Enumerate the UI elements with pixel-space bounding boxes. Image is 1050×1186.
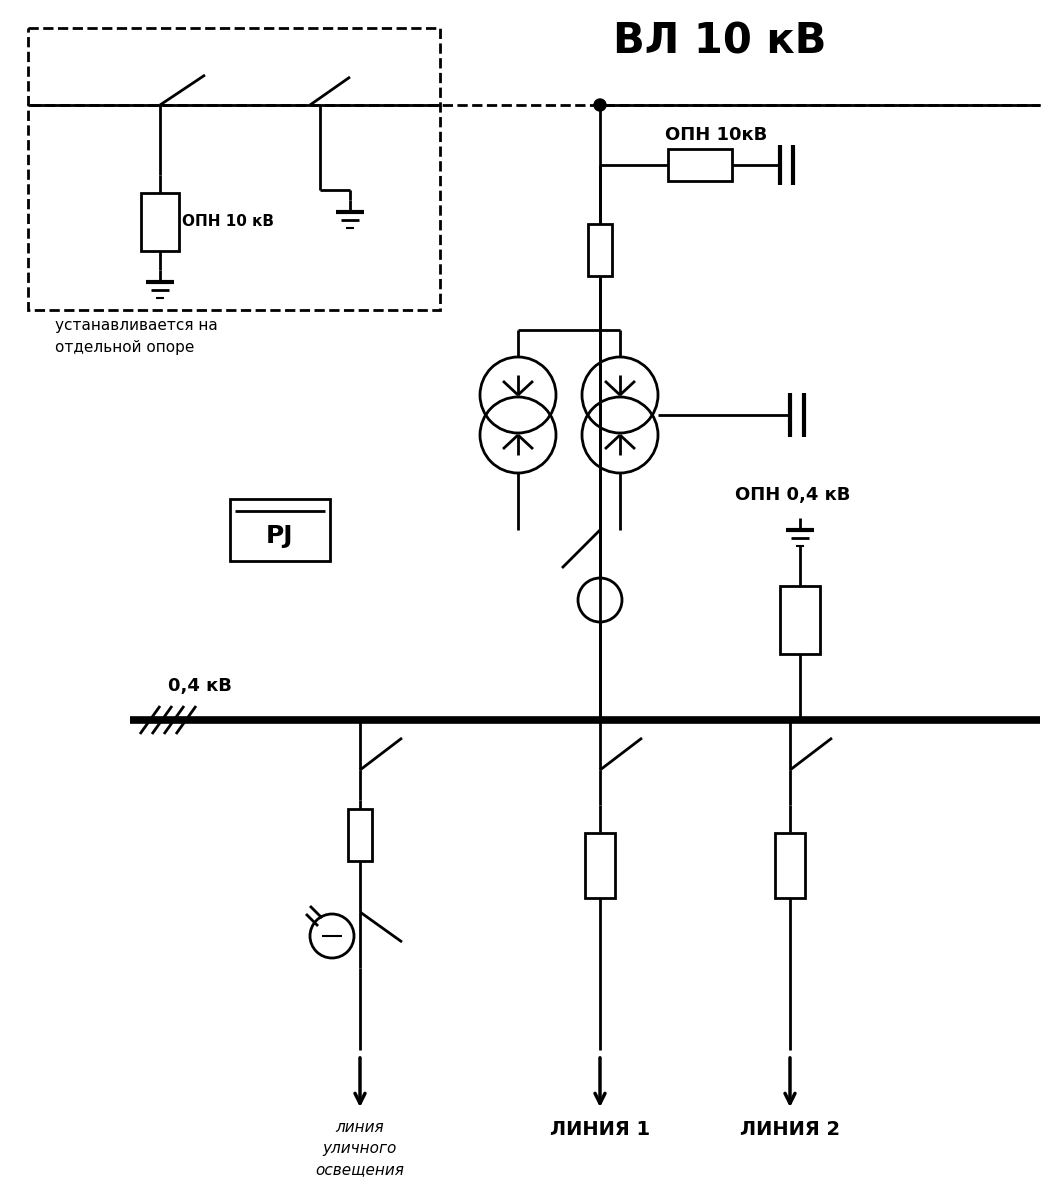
Text: ВЛ 10 кВ: ВЛ 10 кВ: [613, 21, 826, 63]
Bar: [230, 499, 330, 561]
Bar: [348, 809, 372, 861]
Text: устанавливается на
отдельной опоре: устанавливается на отдельной опоре: [55, 318, 217, 355]
Text: ОПН 0,4 кВ: ОПН 0,4 кВ: [735, 486, 851, 504]
Bar: [28, 28, 440, 310]
Text: линия
уличного
освещения: линия уличного освещения: [316, 1120, 404, 1177]
Bar: [141, 193, 179, 251]
Bar: [780, 586, 820, 653]
Text: ЛИНИЯ 2: ЛИНИЯ 2: [740, 1120, 840, 1139]
Text: РJ: РJ: [267, 524, 294, 548]
Text: ОПН 10кВ: ОПН 10кВ: [665, 126, 768, 144]
Bar: [775, 833, 805, 898]
Circle shape: [594, 98, 606, 111]
Text: ОПН 10 кВ: ОПН 10 кВ: [182, 215, 274, 230]
Bar: [588, 224, 612, 276]
Bar: [668, 149, 732, 181]
Text: 0,4 кВ: 0,4 кВ: [168, 677, 232, 695]
Bar: [585, 833, 615, 898]
Text: ЛИНИЯ 1: ЛИНИЯ 1: [550, 1120, 650, 1139]
